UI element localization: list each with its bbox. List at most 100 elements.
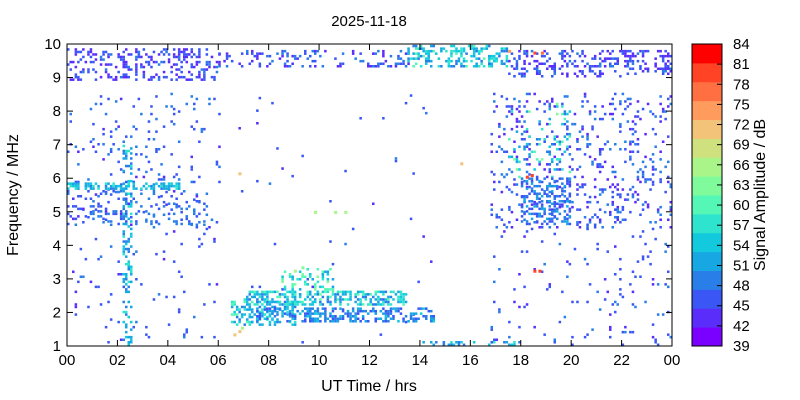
spectrum-cell <box>425 62 428 66</box>
spectrum-cell <box>621 218 625 222</box>
spectrum-cell <box>508 335 511 339</box>
spectrum-cell <box>644 178 647 181</box>
spectrum-cell <box>369 309 373 313</box>
spectrum-cell <box>152 50 156 54</box>
spectrum-cell <box>621 208 625 211</box>
spectrum-cell <box>540 205 544 209</box>
spectrum-cell <box>273 242 277 246</box>
spectrum-cell <box>185 200 189 204</box>
spectrum-cell <box>553 105 557 108</box>
spectrum-cell <box>175 184 178 188</box>
spectrum-cell <box>127 341 131 344</box>
spectrum-cell <box>125 200 128 203</box>
spectrum-cell <box>576 300 579 304</box>
spectrum-cell <box>92 53 95 56</box>
spectrum-cell <box>488 57 491 60</box>
spectrum-cell <box>664 54 667 58</box>
spectrum-cell <box>261 315 264 318</box>
spectrum-cell <box>409 94 413 97</box>
spectrum-cell <box>382 303 385 306</box>
spectrum-cell <box>117 125 120 128</box>
spectrum-cell <box>402 320 405 323</box>
spectrum-cell <box>190 50 194 54</box>
spectrum-cell <box>581 185 584 189</box>
spectrum-cell <box>306 278 310 281</box>
spectrum-cell <box>102 58 105 61</box>
spectrum-cell <box>314 65 317 68</box>
spectrum-cell <box>661 67 665 71</box>
spectrum-cell <box>654 70 657 73</box>
spectrum-cell <box>74 50 78 54</box>
spectrum-cell <box>339 62 342 66</box>
spectrum-cell <box>525 230 529 233</box>
spectrum-cell <box>624 218 627 222</box>
spectrum-cell <box>498 145 501 149</box>
x-axis-label: UT Time / hrs <box>321 378 417 395</box>
spectrum-cell <box>437 65 441 68</box>
spectrum-cell <box>601 148 604 151</box>
spectrum-cell <box>130 53 133 56</box>
spectrum-cell <box>135 220 138 223</box>
spectrum-cell <box>576 193 579 196</box>
spectrum-cell <box>162 182 166 185</box>
spectrum-cell <box>525 92 529 96</box>
x-tick-label: 12 <box>361 352 378 369</box>
spectrum-cell <box>155 220 158 223</box>
spectrum-cell <box>661 70 665 73</box>
spectrum-cell <box>641 203 645 206</box>
x-tick-label: 08 <box>260 352 277 369</box>
spectrum-cell <box>598 193 602 196</box>
spectrum-cell <box>591 216 594 219</box>
spectrum-cell <box>407 52 410 55</box>
spectrum-cell <box>636 143 640 146</box>
spectrum-cell <box>591 70 594 73</box>
spectrum-cell <box>142 73 146 76</box>
spectrum-cell <box>553 338 557 342</box>
spectrum-cell <box>74 313 78 316</box>
spectrum-cell <box>409 317 413 321</box>
y-tick-label: 5 <box>53 204 61 221</box>
spectrum-cell <box>127 182 131 185</box>
spectrum-cell <box>319 285 322 289</box>
spectrum-cell <box>251 308 254 311</box>
spectrum-cell <box>195 215 199 218</box>
spectrum-cell <box>490 328 494 331</box>
spectrum-cell <box>377 62 380 66</box>
spectrum-cell <box>293 305 297 309</box>
spectrum-cell <box>314 288 317 291</box>
spectrum-cell <box>609 325 612 329</box>
spectrum-cell <box>430 260 433 263</box>
spectrum-cell <box>667 333 670 336</box>
spectrum-cell <box>104 63 108 66</box>
spectrum-cell <box>651 127 655 131</box>
spectrum-cell <box>125 310 128 314</box>
spectrum-cell <box>533 212 536 216</box>
spectrum-cell <box>651 283 655 286</box>
spectrum-cell <box>130 245 133 248</box>
spectrum-cell <box>200 130 204 133</box>
spectrum-cell <box>508 208 511 211</box>
spectrum-cell <box>114 78 118 81</box>
spectrum-cell <box>631 185 635 189</box>
spectrum-cell <box>346 303 350 306</box>
spectrum-cell <box>316 293 320 296</box>
spectrum-cell <box>190 63 194 66</box>
spectrum-cell <box>588 155 592 159</box>
spectrum-cell <box>271 309 274 313</box>
spectrum-cell <box>535 72 539 76</box>
spectrum-cell <box>503 175 506 179</box>
spectrum-cell <box>92 184 95 188</box>
spectrum-cell <box>664 165 667 169</box>
spectrum-cell <box>119 168 123 171</box>
spectrum-cell <box>314 285 317 289</box>
spectrum-cell <box>591 163 594 166</box>
spectrum-cell <box>606 250 610 253</box>
spectrum-cell <box>127 280 131 284</box>
spectrum-cell <box>130 216 133 219</box>
spectrum-cell <box>525 187 529 190</box>
spectrum-cell <box>122 55 126 59</box>
spectrum-cell <box>183 75 186 79</box>
spectrum-cell <box>384 300 388 304</box>
spectrum-cell <box>566 217 569 221</box>
